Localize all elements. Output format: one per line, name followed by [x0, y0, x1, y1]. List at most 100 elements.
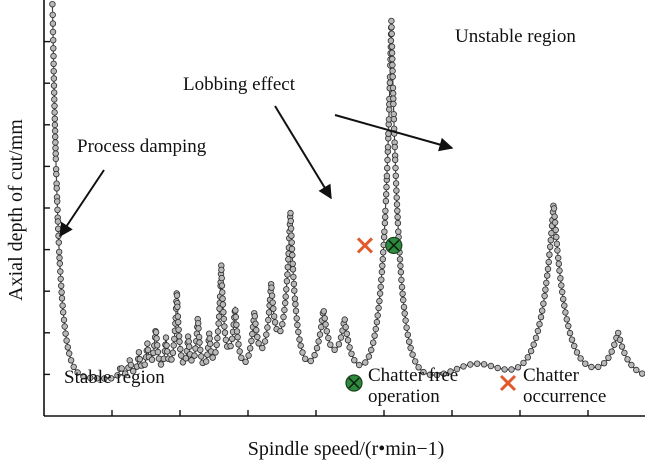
lobe-point: [554, 247, 561, 254]
lobe-point: [49, 11, 56, 19]
lobe-point: [268, 292, 276, 299]
lobe-point: [86, 374, 94, 382]
lobe-point: [182, 355, 190, 362]
lobe-point: [379, 262, 386, 269]
lobe-point: [290, 273, 297, 281]
y-axis-label: Axial depth of cut/mm: [5, 119, 27, 301]
lobe-point: [398, 283, 406, 291]
lobe-point: [121, 370, 129, 377]
arrow-process-damping: [59, 169, 105, 238]
lobe-point: [169, 349, 177, 356]
lobe-point: [559, 288, 566, 296]
lobe-point: [56, 254, 63, 262]
lobe-point: [227, 342, 234, 350]
lobe-point: [283, 286, 290, 293]
lobe-point: [381, 219, 389, 227]
lobe-point: [388, 43, 396, 50]
lobe-point: [222, 336, 230, 344]
lobe-point: [157, 361, 165, 368]
lobe-point: [64, 344, 71, 351]
lobe-point: [53, 170, 60, 178]
lobe-point: [263, 331, 270, 338]
lobe-point: [280, 313, 287, 321]
lobe-point: [291, 295, 299, 302]
lobe-point: [93, 375, 101, 382]
lobe-point: [253, 326, 260, 334]
lobe-point: [557, 275, 564, 282]
lobe-point: [546, 251, 553, 258]
lobe-point: [395, 228, 402, 235]
lobe-point: [49, 28, 57, 36]
lobe-point: [537, 313, 545, 321]
lobe-point: [383, 183, 390, 191]
lobe-point: [293, 315, 300, 322]
lobe-point: [382, 197, 390, 205]
lobe-point: [368, 346, 375, 354]
lobe-point: [397, 262, 404, 270]
lobe-point: [608, 348, 615, 355]
lobe-point: [389, 84, 397, 92]
lobe-point: [374, 312, 381, 319]
lobe-point: [383, 172, 391, 180]
lobe-point: [397, 268, 405, 276]
lobe-point: [248, 337, 255, 345]
lobe-point: [571, 342, 578, 350]
lobe-point: [51, 109, 58, 116]
lobe-point: [261, 338, 269, 345]
lobe-point: [384, 164, 391, 172]
lobe-point: [153, 342, 161, 349]
lobe-point: [252, 320, 259, 327]
lobe-point: [269, 299, 276, 306]
lobe-point: [390, 100, 397, 108]
lobe-point: [220, 315, 227, 323]
lobe-point: [555, 254, 562, 262]
lobe-point: [282, 299, 289, 307]
lobe-point: [568, 336, 576, 343]
lobe-point: [392, 156, 399, 163]
lobe-point: [163, 348, 171, 355]
lobe-point: [400, 303, 408, 311]
lobe-point: [343, 330, 350, 337]
lobe-point: [595, 363, 602, 371]
annotation-process-damping: Process damping: [77, 136, 207, 157]
lobe-point: [384, 156, 391, 164]
lobe-point: [335, 341, 343, 348]
lobe-point: [539, 307, 546, 314]
lobe-point: [185, 338, 192, 345]
lobe-point: [562, 309, 569, 316]
lobe-point: [307, 357, 314, 365]
lobe-point: [296, 336, 303, 343]
lobe-point: [378, 268, 386, 276]
lobe-point: [388, 49, 396, 57]
lobe-point: [400, 296, 407, 304]
lobe-point: [323, 328, 330, 335]
lobe-point: [556, 267, 563, 274]
lobe-point: [129, 368, 137, 375]
stability-lobe-line: [51, 4, 645, 380]
lobe-point: [392, 172, 399, 179]
lobe-point: [52, 133, 59, 140]
lobe-point: [107, 375, 115, 382]
lobe-point: [501, 366, 508, 373]
lobe-point: [148, 356, 156, 363]
lobe-point: [177, 352, 185, 359]
stability-lobe-points: [49, 0, 645, 382]
lobe-point: [387, 37, 395, 44]
lobe-point: [390, 115, 398, 123]
lobe-point: [299, 349, 306, 356]
lobe-point: [52, 139, 59, 146]
lobe-point: [365, 353, 373, 360]
lobe-point: [254, 333, 261, 341]
lobe-point: [234, 334, 241, 341]
lobe-point: [206, 340, 214, 348]
lobe-point: [605, 354, 612, 361]
chatter-free-x-stroke: [388, 239, 400, 251]
lobe-point: [426, 371, 434, 378]
lobe-point: [393, 187, 400, 194]
lobe-point: [162, 334, 170, 341]
lobe-point: [185, 343, 193, 350]
lobe-point: [238, 354, 245, 361]
lobe-point: [214, 328, 222, 335]
lobe-point: [153, 335, 160, 342]
